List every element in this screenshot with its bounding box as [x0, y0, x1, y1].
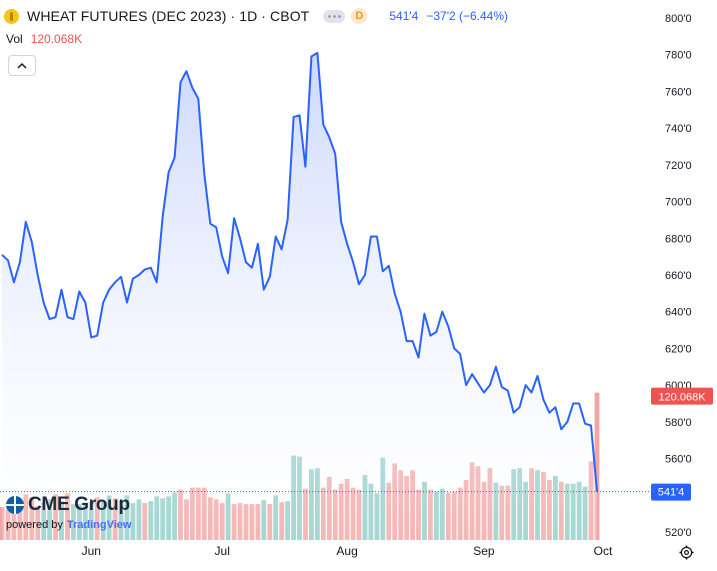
- y-tick-label: 740'0: [665, 123, 692, 135]
- chevron-up-icon: [17, 62, 27, 69]
- last-volume-tag: [651, 387, 713, 405]
- y-tick-label: 780'0: [665, 50, 692, 62]
- volume-label[interactable]: Vol: [6, 32, 23, 46]
- y-tick-label: 520'0: [665, 527, 692, 539]
- wheat-symbol-icon: [4, 8, 19, 24]
- y-tick-label: 800'0: [665, 13, 692, 25]
- last-price-tag-text: 541'4: [658, 487, 685, 499]
- time-axis[interactable]: Jun Jul Aug Sep Oct: [82, 544, 613, 558]
- x-tick-label: Jun: [82, 544, 101, 558]
- y-tick-label: 620'0: [665, 343, 692, 355]
- chart-header: WHEAT FUTURES (DEC 2023) · 1D · CBOT D 5…: [4, 6, 508, 26]
- y-tick-label: 720'0: [665, 160, 692, 172]
- collapse-legend-button[interactable]: [8, 55, 36, 76]
- x-tick-label: Aug: [336, 544, 357, 558]
- volume-bar: [594, 392, 600, 540]
- settings-gear-icon[interactable]: [679, 545, 694, 560]
- volume-value: 120.068K: [30, 32, 83, 46]
- delayed-badge[interactable]: D: [351, 8, 368, 24]
- price-change-value: −37'2 (−6.44%): [426, 9, 509, 23]
- volume-legend: Vol 120.068K: [6, 32, 82, 46]
- axis-value-labels: 120.068K 541'4: [651, 387, 713, 501]
- y-tick-label: 640'0: [665, 307, 692, 319]
- cme-group-logo: CME Group: [6, 494, 130, 516]
- y-tick-label: 560'0: [665, 454, 692, 466]
- more-dots-icon[interactable]: [323, 9, 346, 23]
- price-axis[interactable]: 520'0560'0580'0600'0620'0640'0660'0680'0…: [665, 13, 692, 539]
- cme-globe-icon: [6, 496, 24, 514]
- cme-logo-text: CME Group: [28, 494, 130, 515]
- symbol-title[interactable]: WHEAT FUTURES (DEC 2023) · 1D · CBOT: [27, 8, 310, 24]
- last-price-value: 541'4: [389, 9, 419, 23]
- tradingview-logo: TradingView: [66, 519, 132, 531]
- x-tick-label: Jul: [215, 544, 230, 558]
- y-tick-label: 680'0: [665, 233, 692, 245]
- price-area-fill: [2, 52, 597, 541]
- last-price-tag: [651, 483, 691, 501]
- powered-by-text: powered by: [6, 519, 63, 531]
- x-tick-label: Sep: [473, 544, 495, 558]
- y-tick-label: 760'0: [665, 86, 692, 98]
- last-volume-tag-text: 120.068K: [658, 392, 706, 404]
- x-tick-label: Oct: [594, 544, 613, 558]
- y-tick-label: 700'0: [665, 197, 692, 209]
- y-tick-label: 580'0: [665, 417, 692, 429]
- price-line: [1, 51, 598, 492]
- powered-by-tradingview[interactable]: powered by TradingView: [6, 519, 131, 531]
- y-tick-label: 660'0: [665, 270, 692, 282]
